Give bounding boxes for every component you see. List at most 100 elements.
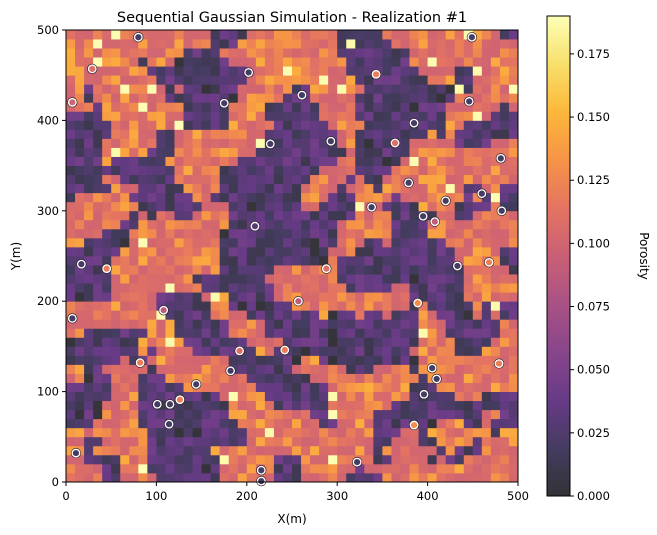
heatmap-cell bbox=[400, 310, 410, 320]
colorbar-segment bbox=[547, 428, 570, 431]
heatmap-cell bbox=[454, 48, 465, 58]
heatmap-cell bbox=[228, 93, 239, 103]
heatmap-cell bbox=[301, 301, 311, 311]
heatmap-cell bbox=[418, 292, 428, 302]
colorbar-segment bbox=[547, 414, 570, 417]
heatmap-cell bbox=[147, 75, 157, 85]
heatmap-cell bbox=[346, 355, 356, 365]
heatmap-cell bbox=[264, 418, 275, 429]
heatmap-cell bbox=[102, 319, 112, 329]
heatmap-cell bbox=[418, 246, 428, 257]
heatmap-cell bbox=[328, 237, 338, 248]
heatmap-cell bbox=[156, 192, 166, 203]
heatmap-cell bbox=[427, 246, 438, 257]
heatmap-cell bbox=[445, 373, 456, 383]
heatmap-cell bbox=[373, 283, 383, 293]
heatmap-cell bbox=[174, 75, 184, 85]
heatmap-cell bbox=[273, 120, 284, 130]
heatmap-cell bbox=[310, 39, 320, 49]
heatmap-cell bbox=[264, 346, 275, 356]
heatmap-cell bbox=[210, 265, 221, 275]
colorbar-label: Porosity bbox=[637, 232, 651, 280]
heatmap-cell bbox=[246, 319, 257, 329]
heatmap-cell bbox=[282, 156, 293, 166]
heatmap-cell bbox=[102, 310, 112, 320]
heatmap-cell bbox=[120, 328, 130, 338]
heatmap-cell bbox=[319, 192, 329, 203]
well-point-outline bbox=[466, 32, 477, 43]
well-point bbox=[409, 420, 419, 430]
heatmap-cell bbox=[499, 57, 510, 67]
heatmap-cell bbox=[391, 319, 401, 329]
heatmap-cell bbox=[292, 156, 302, 166]
heatmap-cell bbox=[66, 274, 76, 284]
heatmap-cell bbox=[93, 57, 103, 67]
heatmap-cell bbox=[93, 39, 103, 49]
heatmap-cell bbox=[93, 274, 103, 284]
heatmap-cell bbox=[156, 201, 166, 212]
heatmap-cell bbox=[499, 391, 510, 402]
heatmap-cell bbox=[219, 210, 230, 221]
heatmap-cell bbox=[508, 364, 519, 374]
colorbar-segment bbox=[547, 400, 570, 403]
heatmap-cell bbox=[328, 265, 338, 275]
heatmap-cell bbox=[255, 201, 266, 212]
heatmap-cell bbox=[328, 391, 338, 402]
heatmap-cell bbox=[255, 93, 266, 103]
heatmap-cell bbox=[138, 463, 148, 474]
heatmap-cell bbox=[454, 427, 465, 438]
heatmap-cell bbox=[463, 265, 474, 275]
heatmap-cell bbox=[319, 427, 329, 438]
colorbar-segment bbox=[547, 362, 570, 365]
colorbar-segment bbox=[547, 438, 570, 441]
heatmap-cell bbox=[337, 111, 347, 121]
heatmap-cell bbox=[319, 57, 329, 67]
well-point bbox=[419, 389, 429, 399]
heatmap-cell bbox=[138, 328, 148, 338]
heatmap-cell bbox=[255, 120, 266, 130]
heatmap-cell bbox=[301, 192, 311, 203]
heatmap-cell bbox=[210, 472, 221, 483]
heatmap-cell bbox=[319, 201, 329, 212]
colorbar-segment bbox=[547, 128, 570, 131]
heatmap-cell bbox=[255, 445, 266, 456]
heatmap-cell bbox=[201, 192, 212, 203]
heatmap-cell bbox=[201, 418, 212, 429]
heatmap-cell bbox=[499, 219, 510, 230]
heatmap-cell bbox=[183, 391, 193, 402]
heatmap-cell bbox=[84, 445, 94, 456]
heatmap-cell bbox=[328, 93, 338, 103]
heatmap-cell bbox=[120, 237, 130, 248]
heatmap-cell bbox=[382, 418, 392, 429]
heatmap-cell bbox=[463, 210, 474, 221]
colorbar-segment bbox=[547, 452, 570, 455]
heatmap-cell bbox=[201, 265, 212, 275]
heatmap-cell bbox=[174, 84, 184, 94]
heatmap-cell bbox=[319, 472, 329, 483]
heatmap-cell bbox=[310, 472, 320, 483]
heatmap-cell bbox=[120, 472, 130, 483]
heatmap-cell bbox=[192, 310, 202, 320]
heatmap-cell bbox=[445, 454, 456, 465]
heatmap-cell bbox=[427, 147, 438, 157]
heatmap-cell bbox=[102, 454, 112, 465]
colorbar-segment bbox=[547, 376, 570, 379]
heatmap-cell bbox=[219, 283, 230, 293]
heatmap-cell bbox=[337, 165, 347, 176]
heatmap-cell bbox=[75, 57, 85, 67]
colorbar-segment bbox=[547, 340, 570, 343]
heatmap-cell bbox=[273, 210, 284, 221]
heatmap-cell bbox=[499, 436, 510, 447]
heatmap-cell bbox=[373, 265, 383, 275]
heatmap-cell bbox=[454, 57, 465, 67]
heatmap-cell bbox=[138, 454, 148, 465]
heatmap-cell bbox=[156, 319, 166, 329]
heatmap-cell bbox=[210, 292, 221, 302]
heatmap-cell bbox=[246, 129, 257, 139]
heatmap-cell bbox=[219, 301, 230, 311]
heatmap-cell bbox=[255, 427, 266, 438]
heatmap-cell bbox=[400, 57, 410, 67]
heatmap-cell bbox=[273, 418, 284, 429]
colorbar-segment bbox=[547, 292, 570, 295]
heatmap-cell bbox=[463, 237, 474, 248]
